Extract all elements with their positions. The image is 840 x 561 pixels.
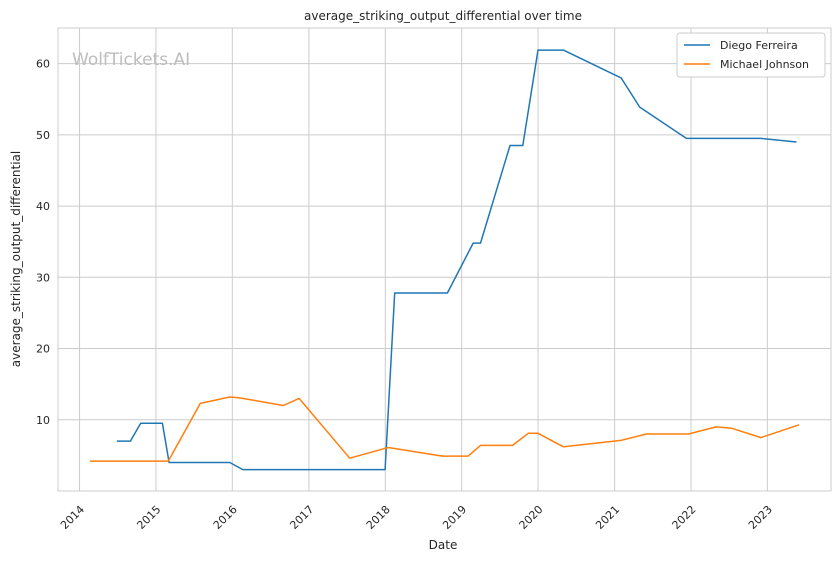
series-line-diego-ferreira	[116, 49, 797, 471]
plot-area	[57, 27, 832, 492]
x-tick-label: 2015	[134, 503, 163, 532]
x-tick-label: 2021	[593, 503, 622, 532]
y-tick-label: 20	[36, 343, 50, 356]
x-tick-label: 2023	[746, 503, 775, 532]
x-axis-ticks: 2014 2015 2016 2017 2018 2019 2020 2021 2022 2023	[58, 503, 775, 532]
y-tick-label: 40	[36, 200, 50, 213]
series-line-michael-johnson	[90, 396, 800, 462]
series-layer	[90, 49, 800, 471]
y-axis-label: average_striking_output_differential	[9, 151, 23, 367]
x-tick-label: 2017	[287, 503, 316, 532]
legend-box	[676, 32, 826, 78]
y-tick-label: 10	[36, 414, 50, 427]
legend: Diego Ferreira Michael Johnson	[676, 32, 826, 78]
watermark: WolfTickets.AI	[72, 50, 190, 70]
y-tick-label: 50	[36, 129, 50, 142]
y-tick-label: 60	[36, 58, 50, 71]
x-tick-label: 2016	[211, 503, 240, 532]
y-axis-ticks: 10 20 30 40 50 60	[36, 58, 50, 427]
x-tick-label: 2019	[440, 503, 469, 532]
legend-label-diego-ferreira: Diego Ferreira	[720, 39, 798, 52]
x-axis-label: Date	[429, 538, 458, 552]
grid	[58, 28, 831, 491]
y-tick-label: 30	[36, 271, 50, 284]
x-tick-label: 2020	[517, 503, 546, 532]
x-tick-label: 2018	[364, 503, 393, 532]
chart-title: average_striking_output_differential ove…	[304, 9, 582, 23]
x-tick-label: 2014	[58, 503, 87, 532]
legend-label-michael-johnson: Michael Johnson	[720, 58, 809, 71]
x-tick-label: 2022	[670, 503, 699, 532]
